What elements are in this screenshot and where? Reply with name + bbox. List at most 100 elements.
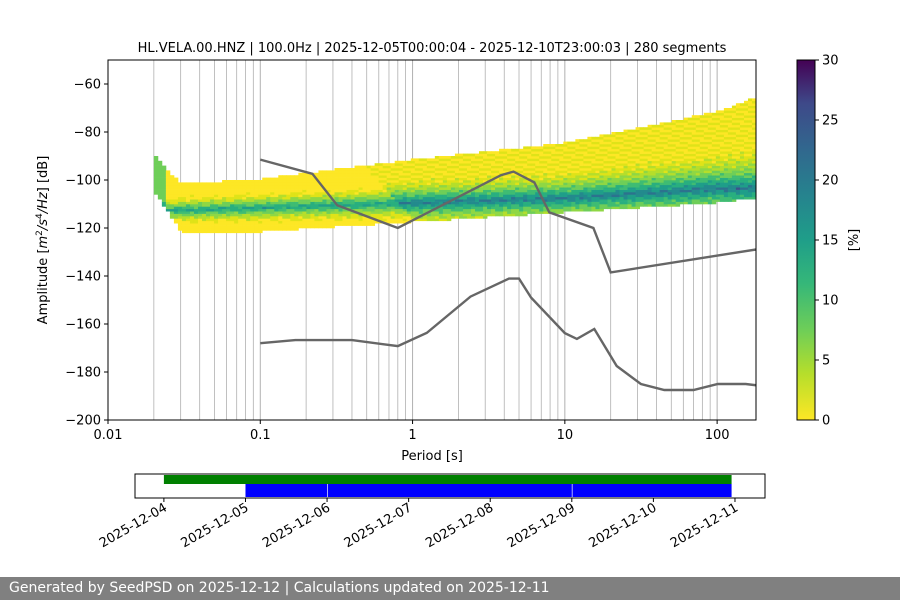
- psd-cell: [487, 199, 492, 202]
- psd-cell: [302, 225, 307, 229]
- psd-cell: [222, 218, 227, 222]
- psd-cell: [575, 184, 580, 188]
- psd-cell: [507, 158, 512, 162]
- psd-cell: [298, 204, 303, 207]
- psd-cell: [743, 177, 749, 181]
- psd-cell: [667, 141, 673, 145]
- psd-cell: [659, 153, 665, 157]
- psd-cell: [382, 204, 388, 207]
- psd-cell: [623, 129, 628, 133]
- psd-cell: [258, 211, 263, 214]
- psd-cell: [193, 220, 199, 224]
- psd-cell: [173, 201, 179, 205]
- psd-cell: [611, 194, 616, 198]
- psd-cell: [462, 177, 468, 181]
- psd-cell: [659, 184, 665, 188]
- psd-cell: [655, 144, 661, 147]
- psd-cell: [499, 182, 504, 186]
- psd-cell: [719, 129, 725, 133]
- psd-cell: [310, 223, 315, 226]
- psd-cell: [278, 206, 283, 210]
- psd-cell: [197, 201, 203, 205]
- psd-cell: [418, 182, 424, 186]
- psd-cell: [458, 182, 464, 186]
- psd-cell: [543, 187, 548, 190]
- psd-cell: [667, 196, 673, 200]
- psd-cell: [197, 220, 203, 224]
- psd-cell: [450, 204, 456, 207]
- psd-cell: [675, 136, 681, 140]
- psd-cell: [470, 172, 476, 176]
- psd-cell: [402, 165, 408, 169]
- psd-cell: [462, 158, 468, 162]
- psd-cell: [342, 196, 347, 200]
- psd-cell: [446, 184, 452, 188]
- psd-cell: [699, 160, 705, 164]
- psd-cell: [747, 175, 753, 178]
- psd-cell: [671, 134, 677, 138]
- psd-cell: [398, 192, 404, 195]
- psd-cell: [555, 168, 560, 171]
- psd-cell: [266, 208, 271, 212]
- psd-cell: [378, 201, 384, 205]
- psd-cell: [615, 163, 620, 166]
- psd-cell: [250, 196, 255, 200]
- psd-cell: [671, 182, 677, 186]
- psd-cell: [695, 148, 701, 152]
- psd-cell: [531, 184, 536, 188]
- psd-cell: [723, 134, 729, 138]
- psd-cell: [647, 139, 653, 142]
- psd-cell: [519, 156, 524, 159]
- psd-cell: [511, 184, 516, 188]
- psd-cell: [683, 172, 689, 176]
- psd-cell: [326, 225, 331, 229]
- psd-cell: [487, 151, 492, 154]
- psd-cell: [723, 122, 729, 126]
- psd-cell: [193, 199, 199, 202]
- psd-cell: [226, 204, 231, 207]
- psd-cell: [422, 177, 428, 181]
- psd-cell: [446, 216, 452, 219]
- psd-cell: [298, 218, 303, 222]
- psd-cell: [402, 177, 408, 181]
- psd-cell: [390, 163, 396, 166]
- psd-cell: [254, 196, 259, 200]
- psd-cell: [715, 165, 721, 169]
- psd-cell: [214, 206, 219, 210]
- psd-cell: [655, 136, 661, 140]
- psd-cell: [691, 129, 697, 133]
- psd-cell: [302, 211, 307, 214]
- psd-cell: [711, 189, 717, 193]
- psd-cell: [527, 182, 532, 186]
- psd-cell: [611, 206, 616, 210]
- psd-cell: [238, 216, 243, 219]
- psd-cell: [177, 192, 183, 195]
- psd-cell: [707, 189, 713, 193]
- psd-cell: [354, 177, 359, 181]
- psd-cell: [631, 148, 636, 152]
- psd-cell: [747, 98, 753, 102]
- psd-cell: [234, 213, 239, 217]
- psd-cell: [487, 170, 492, 174]
- psd-cell: [679, 141, 685, 145]
- psd-cell: [735, 103, 741, 106]
- psd-cell: [751, 132, 756, 135]
- psd-cell: [366, 194, 372, 198]
- psd-cell: [346, 170, 351, 174]
- psd-cell: [747, 122, 753, 126]
- psd-cell: [651, 124, 657, 128]
- psd-cell: [354, 220, 359, 224]
- psd-cell: [735, 172, 741, 176]
- psd-cell: [591, 187, 596, 190]
- psd-cell: [487, 158, 492, 162]
- psd-cell: [226, 211, 231, 214]
- psd-cell: [479, 170, 484, 174]
- psd-cell: [310, 218, 315, 222]
- psd-cell: [173, 216, 179, 219]
- psd-cell: [402, 163, 408, 166]
- psd-cell: [651, 139, 657, 142]
- psd-cell: [434, 201, 440, 205]
- psd-cell: [527, 180, 532, 183]
- psd-cell: [330, 189, 335, 193]
- psd-cell: [218, 204, 223, 207]
